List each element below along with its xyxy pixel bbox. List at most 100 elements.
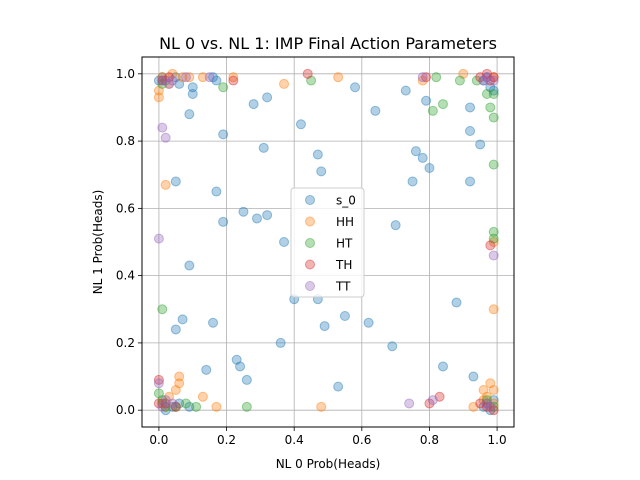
data-point <box>174 78 185 89</box>
data-point <box>153 378 164 389</box>
data-point <box>170 176 181 187</box>
data-point <box>180 72 191 83</box>
data-point <box>167 75 178 86</box>
legend: s_0 HH HT TH TT <box>290 187 365 298</box>
data-point <box>167 398 178 409</box>
data-point <box>481 72 492 83</box>
data-point <box>157 398 168 409</box>
data-point <box>187 82 198 93</box>
data-point <box>471 75 482 86</box>
y-axis-label: NL 1 Prob(Heads) <box>91 190 105 295</box>
data-point <box>262 210 273 221</box>
data-point <box>481 89 492 99</box>
data-point <box>468 401 479 412</box>
data-points <box>153 68 499 416</box>
data-point <box>488 72 499 83</box>
data-point <box>437 361 448 372</box>
data-point <box>160 395 171 406</box>
data-point <box>485 401 496 412</box>
data-point <box>481 391 492 402</box>
data-point <box>478 385 489 395</box>
data-point <box>157 401 168 412</box>
x-tick-label: 0.4 <box>285 433 304 447</box>
data-point <box>153 388 164 399</box>
data-point <box>488 226 499 237</box>
data-point <box>262 92 273 103</box>
y-tick-label: 1.0 <box>116 67 135 81</box>
data-point <box>160 401 171 412</box>
data-point <box>197 72 208 83</box>
data-point <box>333 381 344 392</box>
data-point <box>164 391 175 402</box>
data-point <box>241 401 252 412</box>
data-point <box>417 152 428 163</box>
data-point <box>481 398 492 409</box>
data-point <box>157 122 168 133</box>
data-point <box>160 398 171 409</box>
data-point <box>164 72 175 83</box>
data-point <box>481 401 492 412</box>
data-point <box>211 186 222 197</box>
data-point <box>481 72 492 83</box>
data-point <box>316 401 327 412</box>
data-point <box>164 78 175 89</box>
data-point <box>333 72 344 83</box>
data-point <box>157 304 168 315</box>
legend-marker <box>305 195 315 205</box>
data-point <box>170 385 181 395</box>
data-point <box>485 401 496 412</box>
data-point <box>157 72 168 83</box>
data-point <box>363 317 374 328</box>
x-axis-label: NL 0 Prob(Heads) <box>276 457 381 471</box>
data-point <box>485 75 496 86</box>
series-hh <box>153 68 499 412</box>
data-point <box>421 95 432 106</box>
data-point <box>434 391 445 402</box>
y-tick-label: 0.4 <box>116 269 135 283</box>
chart-title: NL 0 vs. NL 1: IMP Final Action Paramete… <box>159 34 497 53</box>
data-point <box>478 75 489 86</box>
x-tick-label: 0.0 <box>149 433 168 447</box>
data-point <box>465 126 476 136</box>
data-point <box>431 72 442 83</box>
legend-marker <box>305 216 315 227</box>
legend-box <box>290 187 365 298</box>
legend-label: TT <box>335 280 351 294</box>
data-point <box>187 89 198 99</box>
data-point <box>157 75 168 86</box>
data-point <box>191 401 202 412</box>
data-point <box>160 132 171 143</box>
data-point <box>157 75 168 86</box>
data-point <box>400 85 411 96</box>
axis-ticks: 0.0 0.2 0.4 0.6 0.8 1.0 0.0 0.2 0.4 0.6 0.8 1.0 <box>116 67 507 447</box>
data-point <box>160 405 171 416</box>
data-point <box>184 401 195 412</box>
data-point <box>404 398 415 409</box>
data-point <box>180 398 191 409</box>
data-point <box>488 75 499 86</box>
data-point <box>153 398 164 409</box>
y-tick-label: 0.8 <box>116 134 135 148</box>
data-point <box>204 72 215 83</box>
data-point <box>475 72 486 83</box>
data-point <box>258 142 269 153</box>
data-point <box>251 213 262 224</box>
data-point <box>208 72 219 83</box>
data-point <box>485 405 496 416</box>
data-point <box>153 75 164 86</box>
data-point <box>488 237 499 247</box>
data-point <box>437 99 448 110</box>
data-point <box>407 176 418 187</box>
data-point <box>478 75 489 86</box>
legend-label: HT <box>336 237 353 251</box>
data-point <box>153 92 164 103</box>
data-point <box>488 89 499 99</box>
data-point <box>164 78 175 89</box>
data-point <box>465 176 476 187</box>
data-point <box>177 314 188 325</box>
data-point <box>170 72 181 83</box>
series-s-0 <box>153 72 499 416</box>
data-point <box>153 374 164 385</box>
legend-marker <box>305 281 315 291</box>
data-point <box>488 159 499 170</box>
